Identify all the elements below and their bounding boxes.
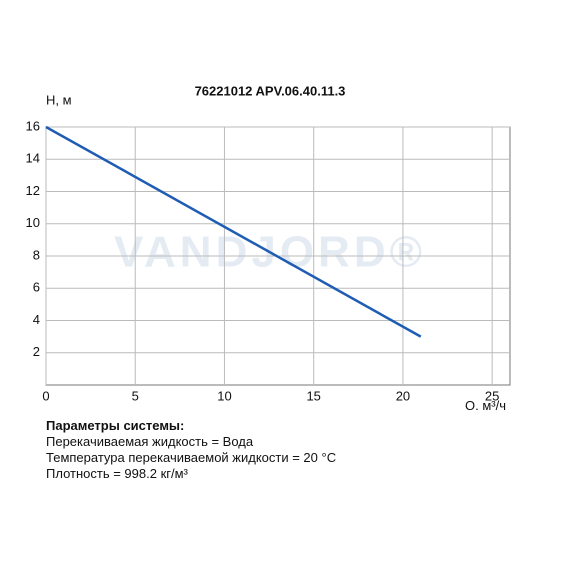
chart: 76221012 APV.06.40.11.3 H, м Q, м³/ч VAN…	[26, 83, 511, 410]
x-tick-label: 5	[132, 388, 139, 403]
y-axis-label: H, м	[46, 92, 72, 107]
param-line: Температура перекачиваемой жидкости = 20…	[46, 450, 337, 465]
series-line	[45, 125, 422, 338]
param-line: Перекачиваемая жидкость = Вода	[46, 434, 254, 449]
params-title: Параметры системы:	[46, 418, 185, 433]
y-tick-label: 14	[26, 151, 40, 166]
x-tick-label: 20	[396, 388, 410, 403]
param-line: Плотность = 998.2 кг/м³	[46, 466, 188, 481]
y-tick-label: 12	[26, 183, 40, 198]
system-parameters: Параметры системы: Перекачиваемая жидкос…	[46, 418, 336, 482]
x-tick-label: 0	[42, 388, 49, 403]
y-tick-label: 16	[26, 118, 40, 133]
x-tick-label: 10	[217, 388, 231, 403]
y-tick-label: 4	[33, 312, 40, 327]
chart-title: 76221012 APV.06.40.11.3	[195, 83, 346, 98]
y-tick-label: 2	[33, 344, 40, 359]
y-tick-label: 8	[33, 247, 40, 262]
y-tick-label: 6	[33, 280, 40, 295]
x-tick-label: 25	[485, 388, 499, 403]
x-axis-label: Q, м³/ч	[465, 398, 506, 410]
y-tick-label: 10	[26, 215, 40, 230]
x-tick-label: 15	[306, 388, 320, 403]
